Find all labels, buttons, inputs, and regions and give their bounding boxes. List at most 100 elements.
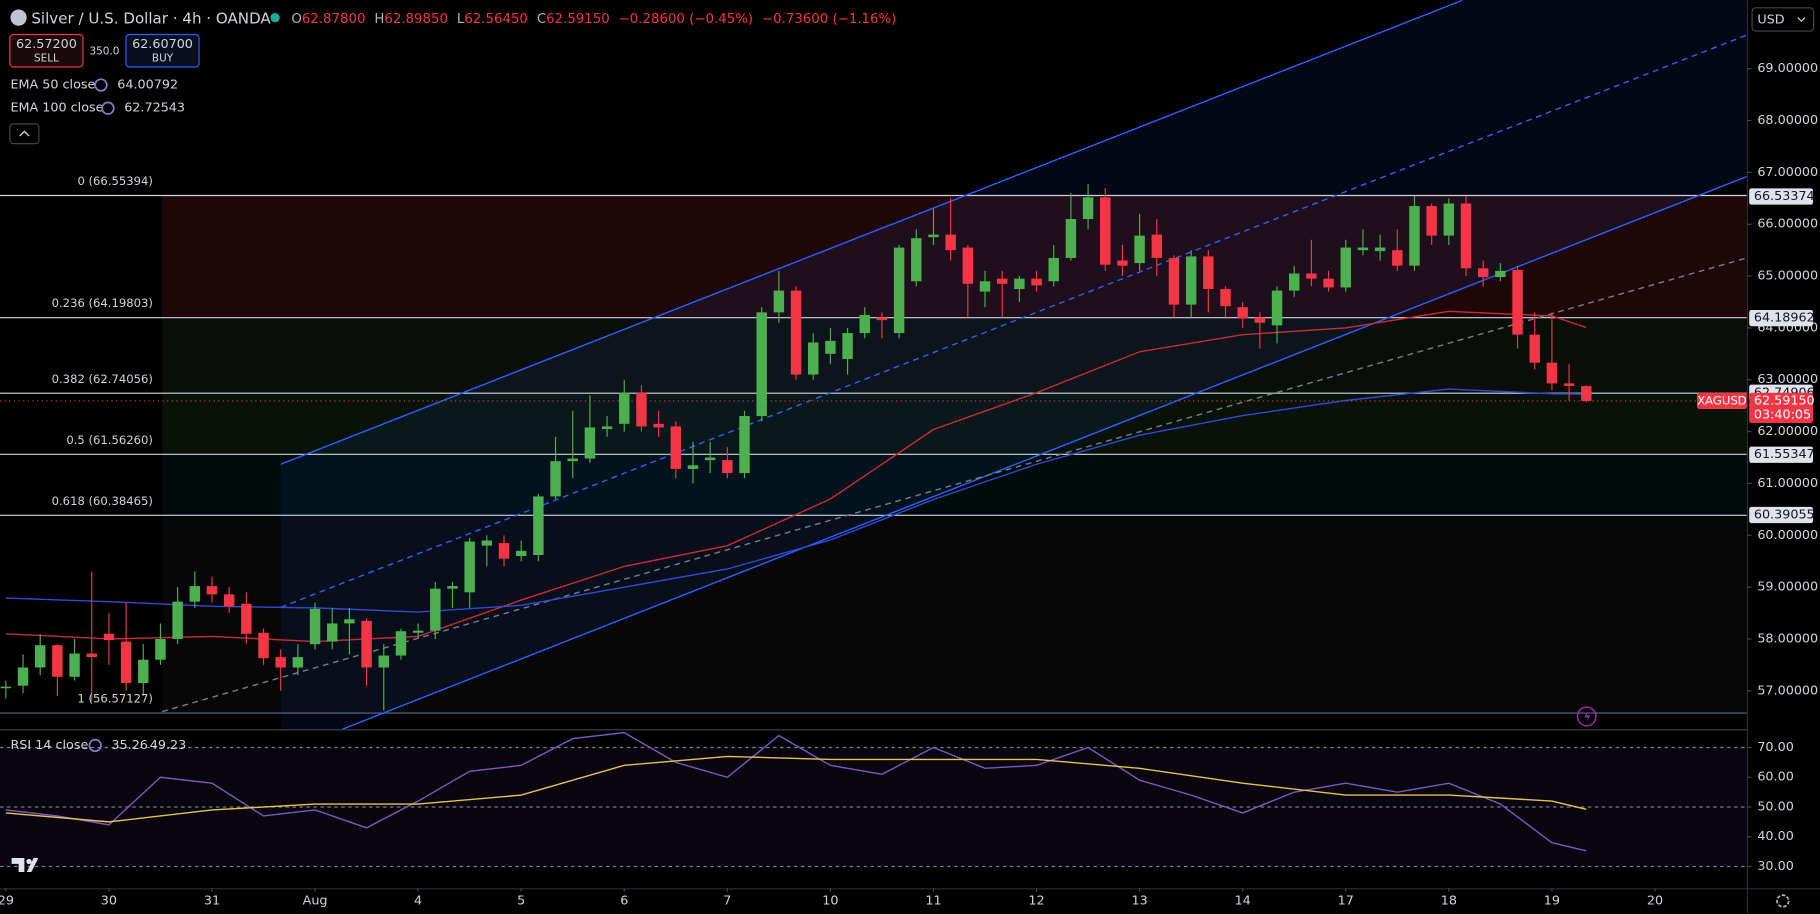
candle-body <box>996 278 1008 284</box>
buy-button[interactable] <box>125 33 200 68</box>
fib-zone <box>162 317 1747 394</box>
x-tick-label: 13 <box>1132 893 1148 908</box>
candle-body <box>292 657 304 668</box>
y-tick-label: 63.00000 <box>1757 372 1818 387</box>
sell-button[interactable] <box>9 33 84 68</box>
candle-body <box>120 641 132 684</box>
symbol-icon <box>10 9 27 26</box>
candle-body <box>653 423 664 428</box>
ohlc-value: 62.89850 <box>384 12 448 27</box>
candle-body <box>206 586 218 595</box>
candle-body <box>756 312 767 417</box>
candle-body <box>327 623 338 642</box>
candle-body <box>842 333 853 360</box>
candle-body <box>498 543 510 559</box>
candle-body <box>1100 197 1111 265</box>
level-marker-label: 61.55347 <box>1754 447 1815 462</box>
candle-body <box>601 426 613 430</box>
y-tick-label: 65.00000 <box>1757 269 1818 284</box>
candle-body <box>361 620 372 668</box>
ohlc-key: H <box>374 12 384 27</box>
y-tick-label: 50.00 <box>1757 800 1794 815</box>
y-tick-label: 60.00 <box>1757 770 1794 785</box>
legend-icon[interactable] <box>101 101 115 115</box>
buy-price: 62.60700 <box>132 37 193 52</box>
candle-body <box>962 247 974 284</box>
x-tick-label: 10 <box>822 893 838 908</box>
currency-button[interactable] <box>1751 7 1815 32</box>
candle-body <box>1048 257 1059 282</box>
candle-body <box>412 630 424 633</box>
candle-body <box>722 460 733 474</box>
candle-body <box>1151 234 1163 258</box>
y-tick-label: 60.00000 <box>1757 528 1818 543</box>
candle-body <box>1237 307 1248 319</box>
fib-label: 0.5 (61.56260) <box>66 433 153 447</box>
candle-body <box>1117 260 1128 266</box>
candle-body <box>687 465 699 469</box>
sell-label: SELL <box>34 52 59 64</box>
candle-body <box>1392 250 1403 266</box>
candle-body <box>395 631 407 656</box>
candle-body <box>378 655 389 668</box>
candle-body <box>258 632 269 659</box>
collapse-button[interactable] <box>9 123 40 145</box>
ema-line <box>5 388 1587 613</box>
alert-icon[interactable] <box>1576 706 1597 727</box>
candle-body <box>34 645 46 668</box>
legend-icon[interactable] <box>88 738 102 753</box>
x-tick-label: 11 <box>925 893 941 908</box>
y-tick-label: 30.00 <box>1757 859 1794 874</box>
chevron <box>1797 17 1806 22</box>
candles <box>0 183 1592 711</box>
candle-body <box>1374 247 1386 252</box>
axes: 57.00000 58.00000 59.00000 60.00000 61.00000… <box>0 61 1818 908</box>
fib-zone <box>162 195 1747 318</box>
candle-body <box>17 667 29 686</box>
ohlc-key: L <box>457 12 465 27</box>
x-tick-label: 12 <box>1028 893 1044 908</box>
y-tick-label: 67.00000 <box>1757 165 1818 180</box>
y-tick-label: 70.00 <box>1757 740 1794 755</box>
ohlc-value: 62.59150 <box>546 12 610 27</box>
trend-line <box>342 175 1747 730</box>
candle-body <box>1357 247 1369 251</box>
candle-body <box>1271 290 1283 326</box>
x-tick-label: 5 <box>517 893 525 908</box>
candle-body <box>1168 257 1180 305</box>
candle-body <box>1460 203 1472 269</box>
candle-body <box>275 657 286 668</box>
y-tick-label: 58.00000 <box>1757 631 1818 646</box>
candle-body <box>1082 197 1094 220</box>
candle-body <box>979 281 991 292</box>
spread: 350.0 <box>90 45 120 57</box>
rsi-line <box>5 755 1587 823</box>
fib-zone <box>162 393 1747 455</box>
y-tick-label: 62.00000 <box>1757 424 1818 439</box>
candle-body <box>825 340 836 354</box>
chevron <box>19 130 30 137</box>
x-tick-label: Aug <box>303 893 328 908</box>
candle-body <box>241 603 252 634</box>
candle-body <box>1323 278 1334 288</box>
symbol-tag <box>1696 392 1747 410</box>
candle-body <box>481 540 493 546</box>
candle-body <box>86 653 97 658</box>
legend-icon[interactable] <box>94 78 108 92</box>
rsi-pane <box>0 731 1747 868</box>
candle-body <box>344 619 355 624</box>
rsi-legend: RSI 14 close <box>10 738 88 753</box>
legend-name: EMA 50 close <box>10 77 95 92</box>
fib-zone <box>162 454 1747 516</box>
level-marker-label: 60.39055 <box>1754 508 1815 523</box>
level-marker <box>1749 188 1814 205</box>
candle-body <box>808 342 819 375</box>
price-tag <box>1749 392 1814 423</box>
lightning <box>1584 710 1591 723</box>
candle-body <box>0 686 12 689</box>
candle-body <box>1185 256 1197 305</box>
settings-icon[interactable] <box>1776 894 1790 908</box>
level-marker <box>1749 506 1814 524</box>
